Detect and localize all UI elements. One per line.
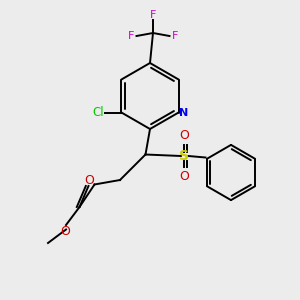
Text: F: F: [128, 31, 134, 41]
Text: N: N: [179, 107, 189, 118]
Text: F: F: [150, 10, 156, 20]
Text: O: O: [60, 225, 70, 238]
Text: S: S: [179, 149, 190, 163]
Text: F: F: [172, 31, 178, 41]
Text: O: O: [180, 169, 189, 183]
Text: Cl: Cl: [92, 106, 104, 119]
Text: O: O: [180, 129, 189, 142]
Text: O: O: [84, 174, 94, 187]
